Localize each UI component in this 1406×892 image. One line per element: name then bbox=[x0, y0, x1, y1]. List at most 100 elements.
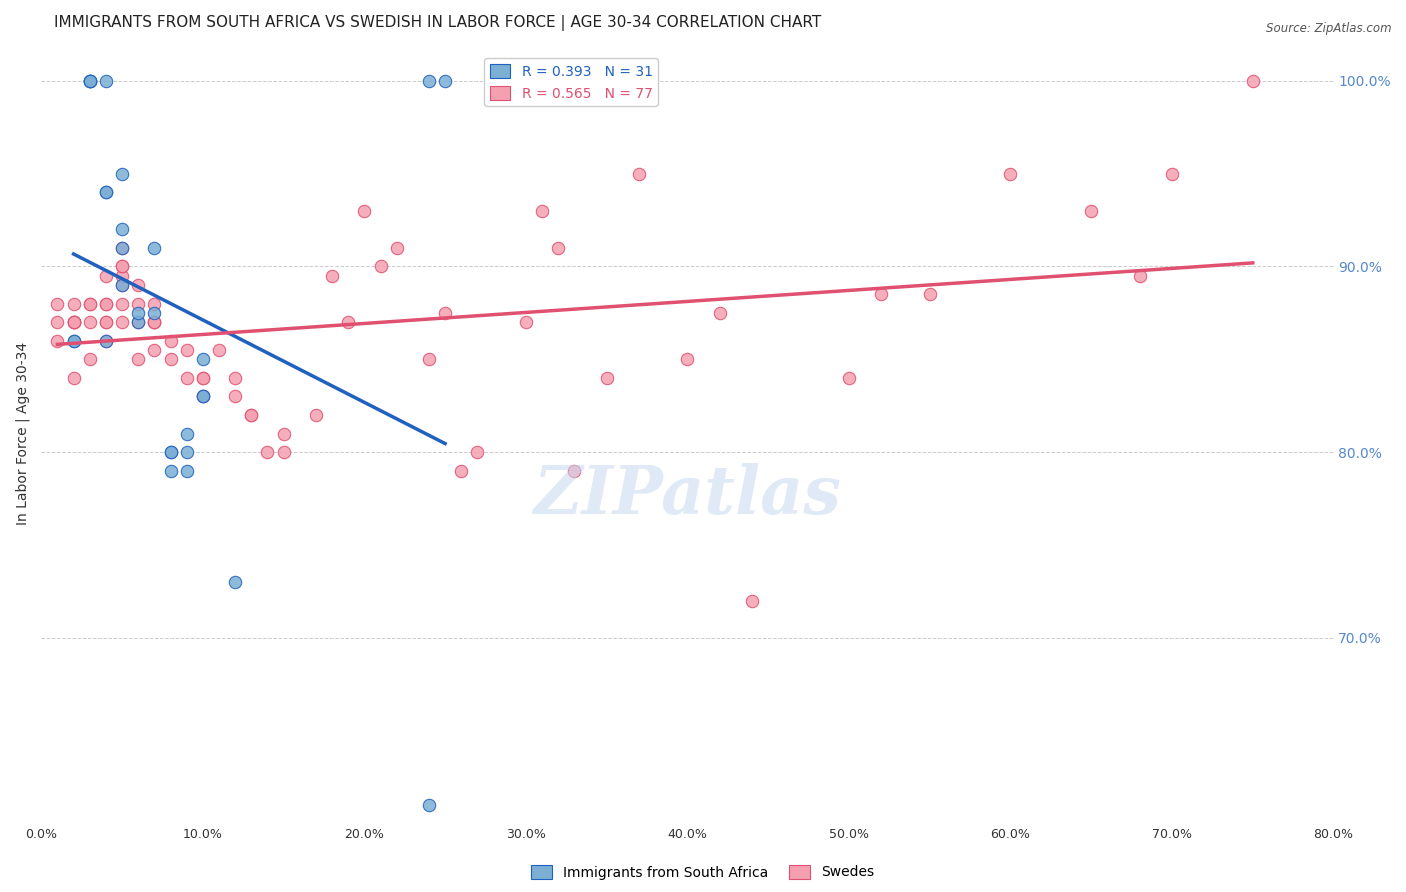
Point bbox=[418, 74, 440, 88]
Point bbox=[191, 371, 214, 385]
Point bbox=[240, 408, 263, 422]
Point bbox=[531, 203, 554, 218]
Point bbox=[159, 445, 181, 459]
Point bbox=[159, 352, 181, 367]
Point bbox=[595, 371, 617, 385]
Point bbox=[62, 315, 84, 329]
Point bbox=[79, 296, 101, 310]
Point bbox=[143, 343, 166, 357]
Point bbox=[191, 389, 214, 403]
Point bbox=[1161, 167, 1184, 181]
Point bbox=[62, 334, 84, 348]
Point bbox=[46, 315, 69, 329]
Point bbox=[176, 464, 198, 478]
Point bbox=[143, 315, 166, 329]
Point bbox=[111, 241, 134, 255]
Point bbox=[111, 222, 134, 236]
Point bbox=[159, 464, 181, 478]
Point bbox=[353, 203, 375, 218]
Point bbox=[191, 352, 214, 367]
Point bbox=[838, 371, 860, 385]
Point bbox=[208, 343, 231, 357]
Point bbox=[94, 296, 117, 310]
Point bbox=[143, 241, 166, 255]
Point bbox=[62, 296, 84, 310]
Point bbox=[224, 371, 246, 385]
Point bbox=[111, 241, 134, 255]
Point bbox=[240, 408, 263, 422]
Point bbox=[94, 334, 117, 348]
Point bbox=[418, 352, 440, 367]
Point bbox=[94, 268, 117, 283]
Point bbox=[46, 296, 69, 310]
Point bbox=[870, 287, 893, 301]
Point bbox=[111, 268, 134, 283]
Text: IMMIGRANTS FROM SOUTH AFRICA VS SWEDISH IN LABOR FORCE | AGE 30-34 CORRELATION C: IMMIGRANTS FROM SOUTH AFRICA VS SWEDISH … bbox=[55, 15, 821, 31]
Point bbox=[1129, 268, 1152, 283]
Point bbox=[111, 278, 134, 293]
Point bbox=[321, 268, 343, 283]
Point bbox=[191, 389, 214, 403]
Point bbox=[94, 315, 117, 329]
Point bbox=[176, 343, 198, 357]
Point bbox=[79, 315, 101, 329]
Point bbox=[94, 334, 117, 348]
Point bbox=[143, 315, 166, 329]
Point bbox=[434, 74, 457, 88]
Point bbox=[127, 315, 149, 329]
Text: Source: ZipAtlas.com: Source: ZipAtlas.com bbox=[1267, 22, 1392, 36]
Legend: Immigrants from South Africa, Swedes: Immigrants from South Africa, Swedes bbox=[526, 859, 880, 885]
Point bbox=[176, 445, 198, 459]
Point bbox=[337, 315, 360, 329]
Point bbox=[370, 260, 392, 274]
Point bbox=[1000, 167, 1022, 181]
Point bbox=[127, 306, 149, 320]
Point bbox=[94, 185, 117, 199]
Point bbox=[62, 371, 84, 385]
Point bbox=[709, 306, 731, 320]
Point bbox=[94, 296, 117, 310]
Point bbox=[1080, 203, 1102, 218]
Point bbox=[627, 167, 650, 181]
Text: ZIPatlas: ZIPatlas bbox=[533, 464, 841, 528]
Point bbox=[224, 389, 246, 403]
Point bbox=[741, 593, 763, 607]
Point bbox=[127, 352, 149, 367]
Point bbox=[143, 306, 166, 320]
Point bbox=[273, 426, 295, 441]
Point bbox=[676, 352, 699, 367]
Point bbox=[79, 74, 101, 88]
Point bbox=[176, 426, 198, 441]
Legend: R = 0.393   N = 31, R = 0.565   N = 77: R = 0.393 N = 31, R = 0.565 N = 77 bbox=[484, 58, 658, 106]
Point bbox=[143, 315, 166, 329]
Point bbox=[79, 74, 101, 88]
Point bbox=[62, 315, 84, 329]
Point bbox=[1241, 74, 1264, 88]
Point bbox=[562, 464, 585, 478]
Point bbox=[79, 74, 101, 88]
Point bbox=[94, 185, 117, 199]
Point bbox=[176, 371, 198, 385]
Point bbox=[418, 797, 440, 812]
Point bbox=[434, 306, 457, 320]
Point bbox=[273, 445, 295, 459]
Point bbox=[191, 389, 214, 403]
Point bbox=[46, 334, 69, 348]
Point bbox=[111, 315, 134, 329]
Point bbox=[224, 575, 246, 590]
Point bbox=[62, 315, 84, 329]
Point bbox=[305, 408, 328, 422]
Point bbox=[143, 296, 166, 310]
Point bbox=[127, 278, 149, 293]
Point bbox=[79, 296, 101, 310]
Point bbox=[94, 74, 117, 88]
Point bbox=[111, 167, 134, 181]
Point bbox=[918, 287, 941, 301]
Point bbox=[159, 445, 181, 459]
Point bbox=[159, 334, 181, 348]
Point bbox=[547, 241, 569, 255]
Point bbox=[111, 260, 134, 274]
Point bbox=[467, 445, 489, 459]
Point bbox=[111, 260, 134, 274]
Point bbox=[79, 74, 101, 88]
